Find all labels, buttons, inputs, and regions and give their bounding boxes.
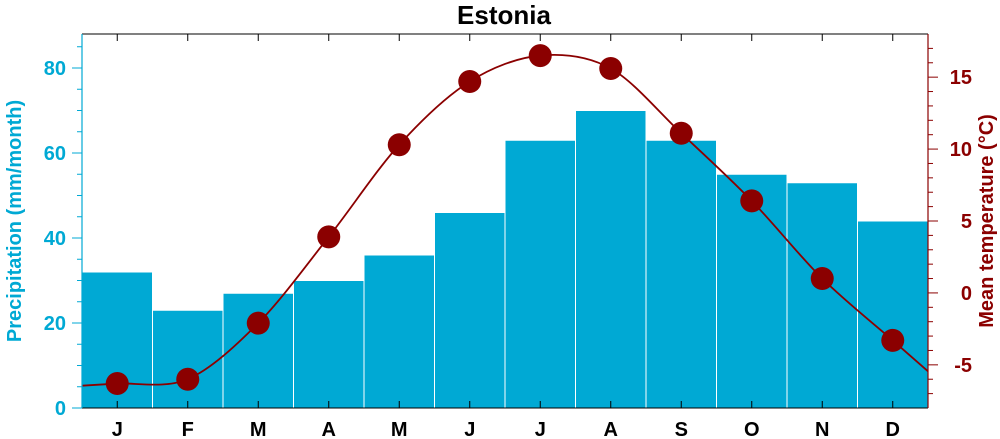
left-tick-label: 60 [44, 143, 66, 165]
temperature-point [458, 69, 482, 93]
precipitation-bar [575, 110, 647, 409]
month-label: M [391, 419, 408, 439]
precipitation-bar [222, 292, 294, 409]
left-tick-label: 20 [44, 313, 66, 335]
temperature-point [246, 311, 270, 335]
right-axis-label: Mean temperature (°C) [976, 114, 998, 328]
temperature-point [387, 133, 411, 157]
axes: 0 20 40 60 80 -5 0 5 10 15 [44, 33, 972, 420]
month-label: D [886, 419, 900, 439]
temperature-point [881, 328, 905, 352]
month-label: O [744, 419, 760, 439]
precipitation-bar [645, 139, 717, 409]
temperature-series [81, 44, 929, 396]
precipitation-bar [152, 309, 224, 409]
right-tick-label: 10 [950, 139, 972, 161]
temperature-point [317, 225, 341, 249]
chart-title: Estonia [457, 0, 551, 30]
right-tick-label: 0 [961, 283, 972, 305]
month-label: A [322, 419, 336, 439]
month-label: J [535, 419, 546, 439]
left-tick-label: 0 [55, 398, 66, 420]
month-label: S [675, 419, 688, 439]
precipitation-bar [293, 280, 365, 409]
temperature-line [81, 54, 929, 387]
precipitation-bar [434, 212, 506, 409]
month-label: F [182, 419, 194, 439]
right-tick-label: 15 [950, 67, 972, 89]
month-label: J [464, 419, 475, 439]
precipitation-bar [504, 139, 576, 409]
temperature-point [528, 44, 552, 68]
temperature-point [740, 189, 764, 213]
precipitation-bar [857, 220, 929, 409]
right-tick-label: -5 [954, 355, 972, 377]
precipitation-bar [786, 182, 858, 409]
left-tick-label: 80 [44, 58, 66, 80]
left-tick-label: 40 [44, 228, 66, 250]
precipitation-bars [81, 110, 929, 409]
temperature-point [105, 372, 129, 396]
temperature-point [176, 367, 200, 391]
month-label: A [604, 419, 618, 439]
temperature-point [599, 57, 623, 81]
month-label: N [815, 419, 829, 439]
precipitation-bar [716, 173, 788, 409]
temperature-point [669, 121, 693, 145]
left-axis-label: Precipitation (mm/month) [4, 100, 26, 342]
precipitation-bar [363, 254, 435, 409]
month-label: M [250, 419, 267, 439]
temperature-point [810, 267, 834, 291]
right-tick-label: 5 [961, 211, 972, 233]
month-label: J [112, 419, 123, 439]
